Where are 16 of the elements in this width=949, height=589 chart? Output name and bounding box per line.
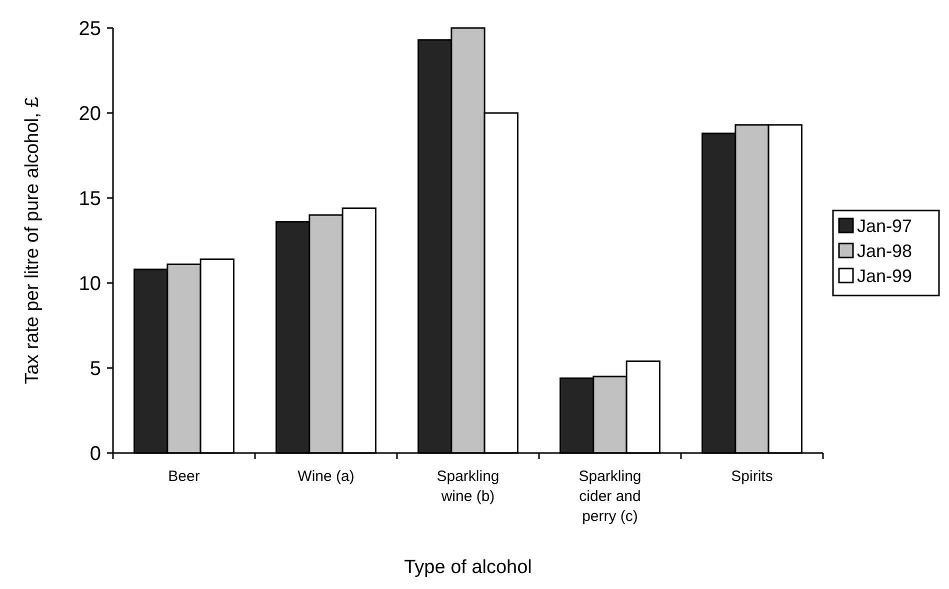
- legend-label: Jan-99: [857, 266, 912, 286]
- y-tick-label: 20: [78, 103, 101, 125]
- x-tick-label: Sparkling wine (b): [436, 468, 500, 505]
- legend-label: Jan-97: [857, 216, 912, 236]
- y-tick-label: 10: [78, 273, 101, 295]
- x-tick-label: Beer: [168, 468, 200, 485]
- y-tick-label: 15: [78, 188, 101, 210]
- x-tick-label: Sparkling cider and perry (c): [578, 468, 642, 525]
- y-axis-title: Tax rate per litre of pure alcohol, £: [22, 96, 43, 384]
- x-tick-label: Spirits: [731, 468, 773, 485]
- legend-label: Jan-98: [857, 240, 912, 261]
- x-axis-title: Type of alcohol: [404, 557, 532, 578]
- y-tick-label: 25: [78, 18, 101, 40]
- y-tick-label: 0: [90, 443, 101, 465]
- y-tick-label: 5: [90, 358, 101, 380]
- x-tick-label: Wine (a): [298, 468, 354, 485]
